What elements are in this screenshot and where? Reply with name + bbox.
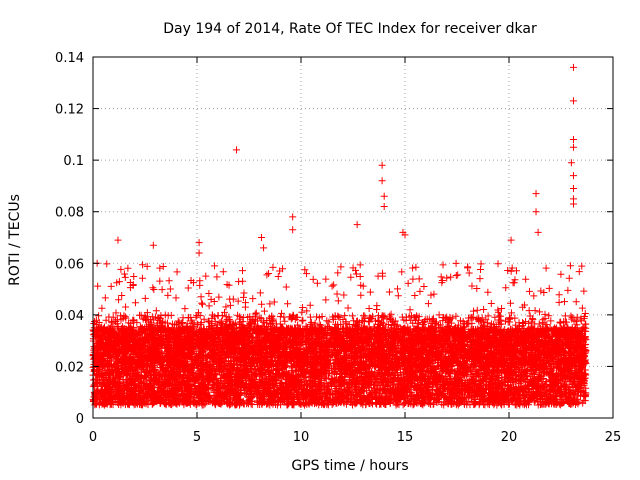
- data-point: [172, 294, 180, 302]
- data-point: [152, 307, 160, 315]
- data-point: [219, 268, 227, 276]
- data-point: [502, 284, 510, 292]
- data-point: [309, 275, 317, 283]
- data-point: [547, 317, 555, 325]
- data-point: [468, 282, 476, 290]
- data-point: [356, 261, 364, 269]
- data-point: [430, 290, 438, 298]
- data-point: [581, 309, 589, 317]
- data-point: [256, 289, 264, 297]
- data-point: [365, 305, 373, 313]
- data-point: [200, 315, 208, 323]
- data-point: [131, 299, 139, 307]
- data-point: [205, 290, 213, 298]
- data-point: [437, 273, 445, 281]
- data-point: [121, 273, 129, 281]
- data-point: [197, 293, 205, 301]
- data-point: [540, 289, 548, 297]
- data-point: [454, 271, 462, 279]
- chart-title: Day 194 of 2014, Rate Of TEC Index for r…: [163, 21, 537, 37]
- data-points: [89, 63, 590, 409]
- data-point: [352, 270, 360, 278]
- data-point: [452, 259, 460, 267]
- data-point: [555, 291, 563, 299]
- data-point: [311, 319, 319, 327]
- data-point: [439, 261, 447, 269]
- data-point: [409, 264, 417, 272]
- data-point: [447, 273, 455, 281]
- data-point: [545, 284, 553, 292]
- data-point: [284, 300, 292, 308]
- data-point: [330, 281, 338, 289]
- data-point: [494, 260, 502, 268]
- data-point: [322, 275, 330, 283]
- data-point: [94, 282, 102, 290]
- data-point: [473, 306, 481, 314]
- data-point: [159, 262, 167, 270]
- data-point: [575, 268, 583, 276]
